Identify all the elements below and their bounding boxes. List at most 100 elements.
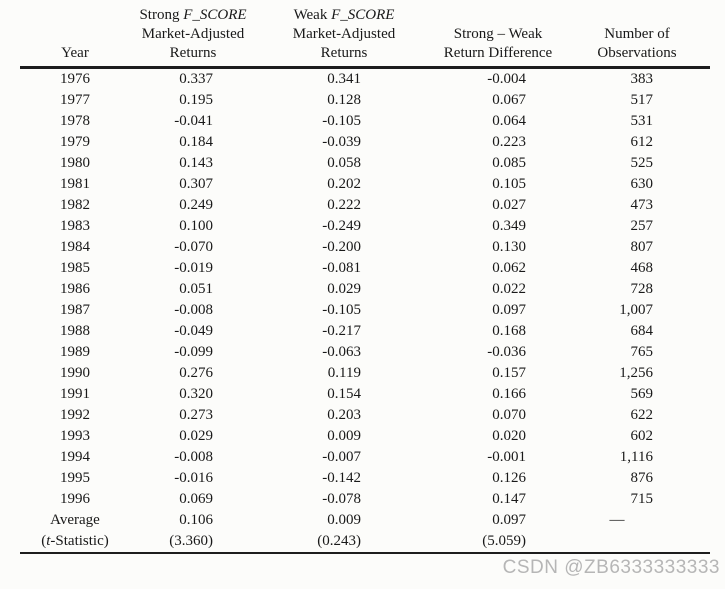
fscore-italic-label: F_SCORE [331, 7, 395, 23]
table-row: 1985 -0.019 -0.081 0.062 468 [20, 258, 710, 279]
cell-weak-return: -0.081 [322, 260, 361, 276]
cell-weak-return: 0.203 [327, 407, 361, 423]
tstatistic-row: (t-Statistic) (3.360) (0.243) (5.059) [20, 531, 710, 554]
cell-year: 1981 [60, 176, 90, 192]
table-row: 1976 0.337 0.341 -0.004 383 [20, 68, 710, 91]
cell-return-difference: 0.022 [492, 281, 526, 297]
cell-average-label: Average [50, 512, 100, 528]
table-row: 1981 0.307 0.202 0.105 630 [20, 174, 710, 195]
cell-strong-return: -0.070 [174, 239, 213, 255]
cell-year: 1983 [60, 218, 90, 234]
cell-weak-return: -0.105 [322, 113, 361, 129]
cell-strong-return: 0.069 [179, 491, 213, 507]
header-line: Year [61, 45, 89, 61]
cell-observations: 602 [630, 428, 654, 444]
cell-observations: 728 [630, 281, 654, 297]
cell-weak-return: 0.222 [327, 197, 361, 213]
cell-observations: 1,116 [619, 449, 653, 465]
cell-strong-return: 0.273 [179, 407, 213, 423]
cell-year: 1984 [60, 239, 90, 255]
cell-observations: 622 [630, 407, 654, 423]
cell-year: 1994 [60, 449, 90, 465]
cell-year: 1993 [60, 428, 90, 444]
cell-strong-return: 0.100 [179, 218, 213, 234]
cell-observations: 257 [630, 218, 654, 234]
col-header-weak-returns: Weak F_SCORE Market-Adjusted Returns [256, 6, 432, 69]
cell-strong-return: -0.008 [174, 449, 213, 465]
cell-strong-return: 0.195 [179, 92, 213, 108]
cell-year: 1987 [60, 302, 90, 318]
cell-return-difference: 0.067 [492, 92, 526, 108]
cell-return-difference: 0.097 [492, 302, 526, 318]
table-row: 1977 0.195 0.128 0.067 517 [20, 90, 710, 111]
table-row: 1995 -0.016 -0.142 0.126 876 [20, 468, 710, 489]
cell-observations: 569 [630, 386, 654, 402]
cell-weak-return: -0.105 [322, 302, 361, 318]
cell-strong-return: 0.337 [179, 71, 213, 87]
cell-return-difference: 0.062 [492, 260, 526, 276]
table-row: 1986 0.051 0.029 0.022 728 [20, 279, 710, 300]
cell-average-difference: 0.097 [492, 512, 526, 528]
cell-return-difference: 0.070 [492, 407, 526, 423]
cell-strong-return: 0.249 [179, 197, 213, 213]
cell-strong-return: -0.019 [174, 260, 213, 276]
cell-year: 1976 [60, 71, 90, 87]
cell-strong-return: 0.143 [179, 155, 213, 171]
cell-observations: 876 [630, 470, 654, 486]
cell-observations: 715 [630, 491, 654, 507]
header-line: Market-Adjusted [292, 26, 396, 42]
cell-return-difference: -0.036 [487, 344, 526, 360]
cell-weak-return: 0.341 [327, 71, 361, 87]
cell-return-difference: 0.223 [492, 134, 526, 150]
cell-observations: 684 [630, 323, 654, 339]
table-row: 1996 0.069 -0.078 0.147 715 [20, 489, 710, 510]
cell-strong-return: 0.184 [179, 134, 213, 150]
cell-year: 1982 [60, 197, 90, 213]
cell-average-strong: 0.106 [179, 512, 213, 528]
cell-weak-return: -0.142 [322, 470, 361, 486]
cell-strong-return: -0.049 [174, 323, 213, 339]
cell-year: 1990 [60, 365, 90, 381]
csdn-watermark: CSDN @ZB6333333333 [502, 557, 720, 578]
cell-return-difference: 0.126 [492, 470, 526, 486]
cell-return-difference: 0.166 [492, 386, 526, 402]
cell-strong-return: -0.041 [174, 113, 213, 129]
cell-tstatistic-difference: (5.059) [432, 531, 564, 554]
cell-year: 1989 [60, 344, 90, 360]
col-header-observations: Number of Observations [564, 6, 710, 69]
header-row: Year Strong F_SCORE Market-Adjusted Retu… [20, 6, 710, 69]
cell-strong-return: -0.008 [174, 302, 213, 318]
header-line: Strong F_SCORE [139, 7, 247, 23]
cell-observations: 468 [630, 260, 654, 276]
header-line: Number of [604, 26, 670, 42]
cell-strong-return: 0.051 [179, 281, 213, 297]
cell-return-difference: 0.147 [492, 491, 526, 507]
cell-strong-return: -0.099 [174, 344, 213, 360]
cell-year: 1988 [60, 323, 90, 339]
header-line: Return Difference [443, 45, 553, 61]
cell-year: 1996 [60, 491, 90, 507]
cell-year: 1980 [60, 155, 90, 171]
cell-year: 1991 [60, 386, 90, 402]
fscore-annual-returns-table: Year Strong F_SCORE Market-Adjusted Retu… [20, 6, 710, 554]
cell-return-difference: 0.130 [492, 239, 526, 255]
table-row: 1978 -0.041 -0.105 0.064 531 [20, 111, 710, 132]
cell-average-weak: 0.009 [327, 512, 361, 528]
cell-weak-return: 0.128 [327, 92, 361, 108]
table-row: 1983 0.100 -0.249 0.349 257 [20, 216, 710, 237]
cell-year: 1985 [60, 260, 90, 276]
header-line: Returns [169, 45, 217, 61]
cell-weak-return: 0.119 [327, 365, 361, 381]
header-line: Market-Adjusted [141, 26, 245, 42]
average-row: Average 0.106 0.009 0.097 — [20, 510, 710, 531]
cell-weak-return: 0.154 [327, 386, 361, 402]
cell-weak-return: -0.007 [322, 449, 361, 465]
cell-observations: 383 [630, 71, 654, 87]
cell-weak-return: -0.217 [322, 323, 361, 339]
cell-observations: 517 [630, 92, 654, 108]
table-row: 1994 -0.008 -0.007 -0.001 1,116 [20, 447, 710, 468]
cell-weak-return: -0.078 [322, 491, 361, 507]
cell-weak-return: -0.249 [322, 218, 361, 234]
t-italic: t [46, 533, 51, 549]
